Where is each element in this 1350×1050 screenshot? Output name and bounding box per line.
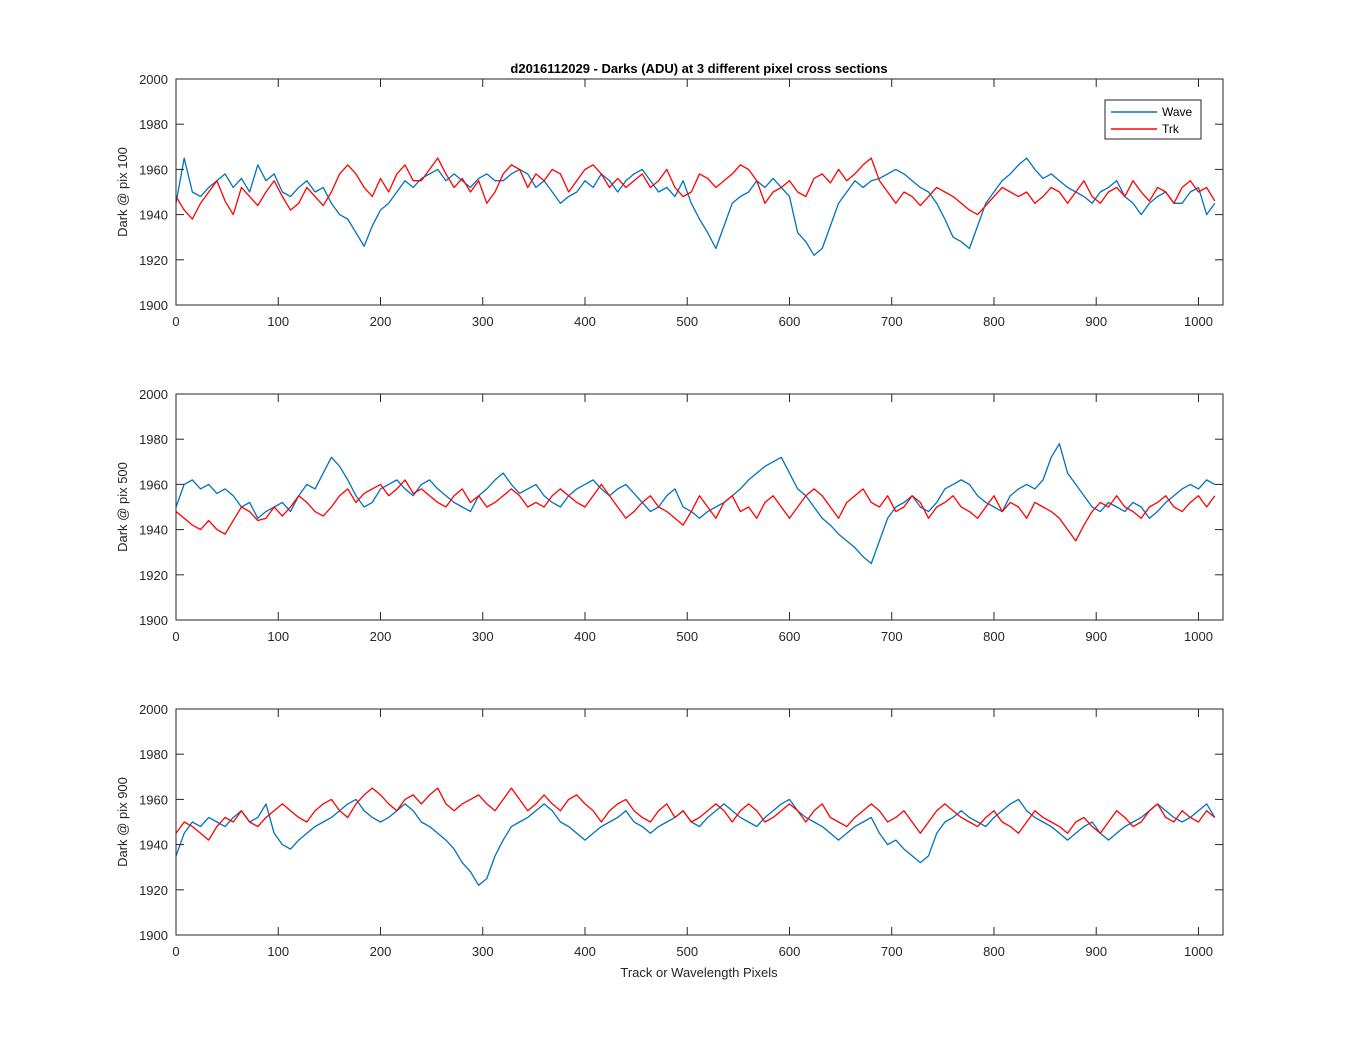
x-tick-label: 600 [779,314,801,329]
x-tick-label: 700 [881,314,903,329]
axes-frame [175,708,1224,936]
x-tick-label: 1000 [1184,314,1213,329]
y-tick-label: 2000 [139,702,168,717]
x-tick-label: 700 [881,629,903,644]
y-tick-label: 1980 [139,117,168,132]
y-tick-label: 1960 [139,792,168,807]
y-tick-label: 2000 [139,387,168,402]
series-line-trk [176,479,1216,542]
y-tick-label: 1960 [139,477,168,492]
x-tick-label: 500 [676,944,698,959]
x-tick-label: 300 [472,944,494,959]
series-line-trk [176,157,1216,220]
x-tick-label: 800 [983,314,1005,329]
x-tick-label: 400 [574,944,596,959]
x-tick-label: 200 [370,314,392,329]
figure-title: d2016112029 - Darks (ADU) at 3 different… [510,61,887,76]
y-axis-label: Dark @ pix 100 [115,147,130,237]
series-line-wave [176,157,1216,256]
x-tick-label: 400 [574,314,596,329]
y-tick-label: 1940 [139,523,168,538]
subplot-pix-500: 0 100 200 300 400 500 600 700 800 900 1000 1900 1920… [115,387,1224,644]
x-tick-label: 800 [983,944,1005,959]
x-tick-label: 100 [267,314,289,329]
x-tick-label: 300 [472,314,494,329]
legend-trk-label: Trk [1162,122,1180,136]
x-tick-label: 200 [370,944,392,959]
x-tick-label: 400 [574,629,596,644]
series-line-wave [176,443,1216,565]
y-tick-label: 1900 [139,928,168,943]
plot-area [176,394,1223,620]
legend-box [1104,99,1202,140]
y-tick-label: 1940 [139,838,168,853]
x-tick-label: 0 [172,629,179,644]
y-tick-label: 1920 [139,883,168,898]
x-tick-label: 900 [1085,944,1107,959]
x-tick-label: 1000 [1184,629,1213,644]
series-line-wave [176,798,1216,886]
legend: Wave Trk [1104,99,1202,140]
x-tick-label: 200 [370,629,392,644]
x-tick-label: 500 [676,314,698,329]
y-tick-label: 1960 [139,162,168,177]
x-tick-label: 600 [779,629,801,644]
x-tick-label: 1000 [1184,944,1213,959]
legend-wave-label: Wave [1162,105,1193,119]
y-tick-label: 2000 [139,72,168,87]
y-tick-label: 1980 [139,432,168,447]
series-line-trk [176,787,1216,841]
x-tick-label: 0 [172,314,179,329]
x-axis-label: Track or Wavelength Pixels [620,965,778,980]
x-tick-label: 100 [267,629,289,644]
x-tick-label: 100 [267,944,289,959]
x-tick-label: 0 [172,944,179,959]
axes-frame [175,393,1224,621]
subplot-pix-100: 0 100 200 300 400 500 600 700 800 900 1000 1900 1920… [115,72,1224,329]
x-tick-label: 800 [983,629,1005,644]
x-tick-label: 900 [1085,314,1107,329]
x-tick-label: 500 [676,629,698,644]
y-tick-label: 1900 [139,613,168,628]
plot-area [176,709,1223,935]
y-tick-label: 1940 [139,208,168,223]
y-axis-label: Dark @ pix 500 [115,462,130,552]
plot-area [176,79,1223,305]
x-tick-label: 600 [779,944,801,959]
y-tick-label: 1980 [139,747,168,762]
y-tick-label: 1920 [139,568,168,583]
x-tick-label: 300 [472,629,494,644]
y-axis-label: Dark @ pix 900 [115,777,130,867]
y-tick-label: 1900 [139,298,168,313]
x-tick-label: 900 [1085,629,1107,644]
x-tick-label: 700 [881,944,903,959]
y-tick-label: 1920 [139,253,168,268]
axes-frame [175,78,1224,306]
subplot-pix-900: 0 100 200 300 400 500 600 700 800 900 1000 1900 1920… [115,702,1224,959]
